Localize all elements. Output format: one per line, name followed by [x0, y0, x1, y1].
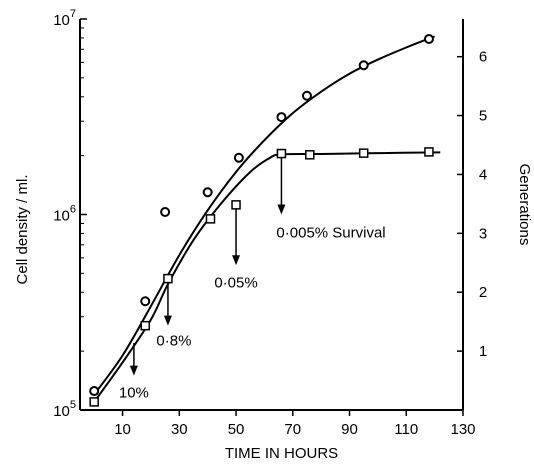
- x-tick-label: 30: [171, 421, 188, 438]
- series-2-curve: [94, 152, 440, 402]
- y-tick-label: 105: [53, 399, 76, 420]
- y-tick-base: 10: [53, 208, 70, 225]
- y2-tick-label: 1: [479, 343, 487, 360]
- y-tick-exponent: 6: [70, 204, 76, 216]
- y-tick-label: 107: [53, 8, 76, 29]
- annotation-arrowhead: [232, 255, 240, 265]
- x-tick-label: 110: [394, 421, 418, 438]
- square-data-point: [425, 148, 433, 156]
- x-tick-label: 70: [284, 421, 301, 438]
- y2-tick-label: 3: [479, 225, 487, 242]
- x-tick-label: 90: [341, 421, 358, 438]
- annotation-label: 0·05%: [214, 274, 257, 291]
- circle-data-point: [161, 208, 169, 216]
- y2-tick-label: 4: [479, 166, 487, 183]
- y-tick-base: 10: [53, 403, 70, 420]
- square-data-point: [207, 215, 215, 223]
- square-data-point: [277, 150, 285, 158]
- annotation-label: 0·005% Survival: [276, 225, 385, 242]
- square-data-point: [141, 322, 149, 330]
- annotation-arrowhead: [130, 366, 138, 376]
- circle-data-point: [277, 113, 285, 121]
- y2-tick-label: 2: [479, 284, 487, 301]
- y-tick-exponent: 7: [70, 8, 76, 20]
- x-tick-label: 130: [450, 421, 475, 438]
- circle-data-point: [235, 154, 243, 162]
- x-tick-label: 50: [228, 421, 245, 438]
- y2-tick-label: 6: [479, 49, 487, 66]
- square-data-point: [360, 149, 368, 157]
- y-tick-label: 106: [53, 204, 76, 225]
- square-data-point: [306, 151, 314, 159]
- circle-data-point: [141, 297, 149, 305]
- x-tick-label: 10: [114, 421, 131, 438]
- y2-axis-title: Generations: [516, 164, 533, 246]
- annotation-label: 10%: [119, 385, 149, 402]
- annotation-arrowhead: [164, 316, 172, 326]
- square-data-point: [164, 275, 172, 283]
- y2-tick-label: 5: [479, 108, 487, 125]
- square-data-point: [232, 201, 240, 209]
- annotation-arrowhead: [277, 205, 285, 215]
- circle-data-point: [90, 387, 98, 395]
- circle-data-point: [204, 188, 212, 196]
- square-data-point: [90, 398, 98, 406]
- circle-data-point: [360, 61, 368, 69]
- y-tick-exponent: 5: [70, 399, 76, 411]
- circle-data-point: [303, 92, 311, 100]
- y-tick-base: 10: [53, 12, 70, 29]
- series-1-curve: [94, 36, 434, 394]
- annotation-label: 0·8%: [156, 333, 191, 350]
- circle-data-point: [425, 35, 433, 43]
- x-axis-title: TIME IN HOURS: [225, 445, 338, 462]
- y-axis-title: Cell density / ml.: [14, 174, 31, 284]
